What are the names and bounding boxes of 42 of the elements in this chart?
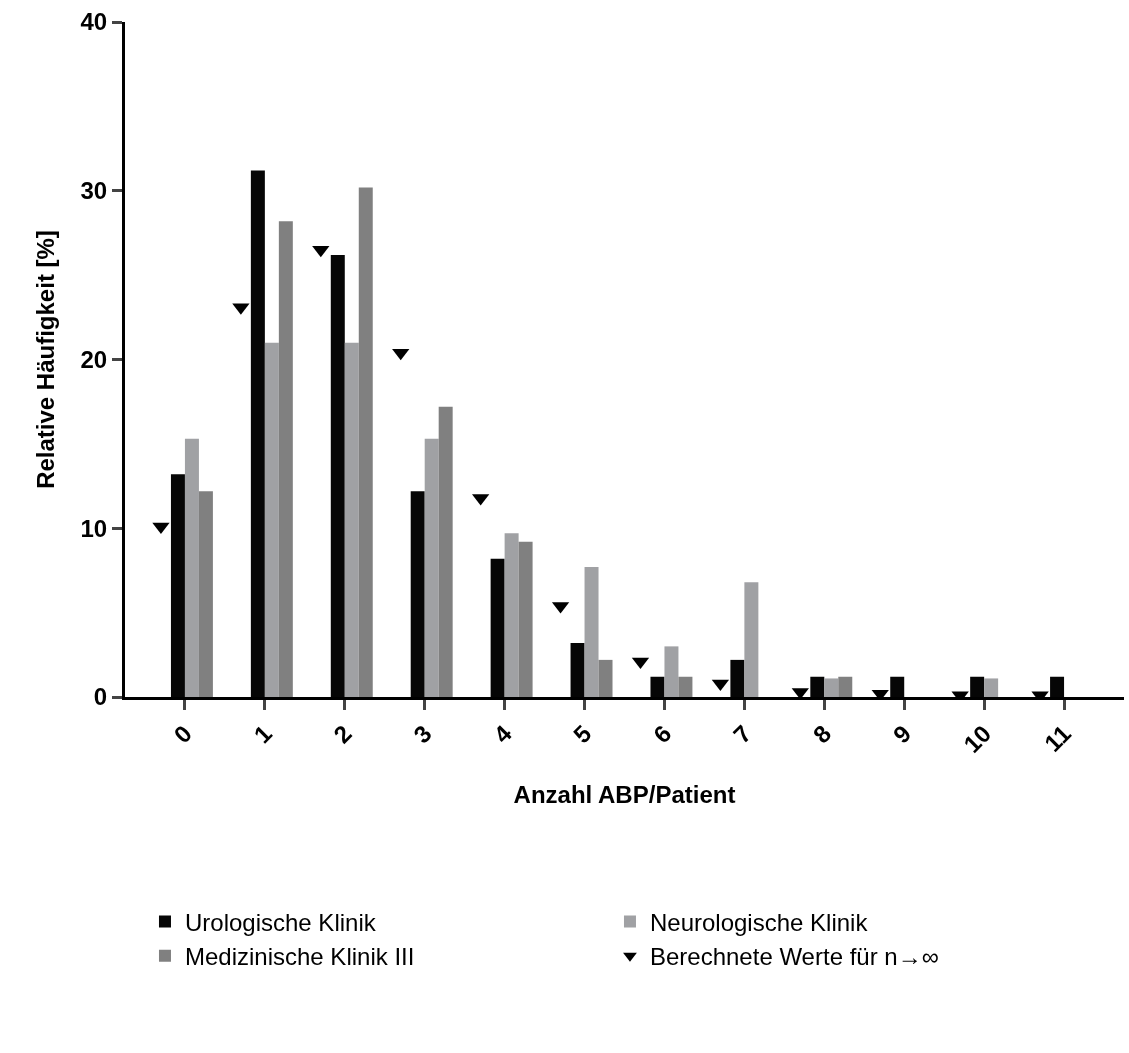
bar	[424, 438, 439, 697]
y-axis-title: Relative Häufigkeit [%]	[31, 230, 59, 489]
bar	[184, 438, 199, 697]
x-axis-title: Anzahl ABP/Patient	[513, 781, 736, 808]
bar	[984, 678, 999, 697]
x-tick-label: 8	[807, 719, 837, 749]
bar	[358, 187, 373, 697]
bar	[264, 342, 279, 697]
legend-label: Urologische Klinik	[184, 908, 377, 936]
y-tick-label: 0	[93, 683, 108, 711]
bar	[598, 659, 613, 697]
bar	[504, 533, 519, 697]
bar	[278, 221, 293, 697]
bar	[824, 678, 839, 697]
x-tick-label: 1	[248, 719, 277, 749]
bar	[584, 567, 599, 697]
bar	[344, 342, 359, 697]
x-tick-label: 9	[887, 719, 917, 749]
x-tick-label: 11	[1039, 719, 1077, 757]
bar	[744, 582, 759, 697]
y-tick-label: 10	[80, 514, 108, 542]
x-tick-label: 4	[488, 719, 518, 749]
legend-label: Neurologische Klinik	[649, 908, 869, 936]
legend-label: Medizinische Klinik III	[184, 943, 415, 971]
x-tick-label: 2	[328, 719, 357, 749]
bar	[838, 676, 853, 697]
x-tick-label: 10	[958, 719, 997, 758]
bar	[678, 676, 693, 697]
point	[152, 522, 170, 535]
bar	[438, 406, 453, 697]
x-tick-label: 6	[647, 719, 677, 749]
bar	[664, 646, 679, 697]
bar	[198, 491, 213, 697]
x-tick-label: 3	[408, 719, 437, 749]
legend-label: Berechnete Werte für n→∞	[649, 943, 939, 971]
x-tick-label: 7	[727, 719, 757, 749]
x-tick-label: 5	[568, 719, 597, 749]
bar	[518, 541, 533, 697]
y-tick-label: 30	[80, 177, 108, 205]
y-tick-label: 40	[80, 8, 108, 36]
x-tick-label: 0	[168, 719, 197, 749]
y-tick-label: 20	[80, 345, 108, 373]
